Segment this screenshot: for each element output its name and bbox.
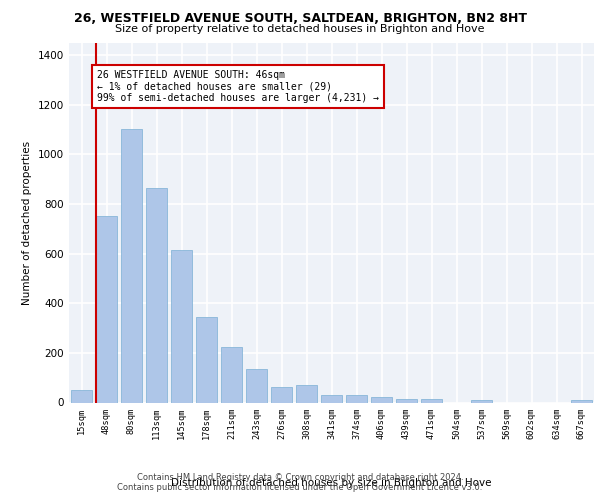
Bar bbox=[371, 397, 392, 402]
Bar bbox=[296, 385, 317, 402]
Bar bbox=[71, 390, 92, 402]
Bar bbox=[396, 399, 417, 402]
Bar bbox=[346, 395, 367, 402]
Bar bbox=[96, 216, 117, 402]
Text: Size of property relative to detached houses in Brighton and Hove: Size of property relative to detached ho… bbox=[115, 24, 485, 34]
Bar bbox=[421, 399, 442, 402]
Bar bbox=[146, 188, 167, 402]
Bar bbox=[571, 400, 592, 402]
Bar bbox=[221, 346, 242, 403]
Bar bbox=[121, 130, 142, 402]
Bar bbox=[321, 395, 342, 402]
Bar bbox=[471, 400, 492, 402]
Bar bbox=[246, 369, 267, 402]
Bar bbox=[171, 250, 192, 402]
Bar bbox=[271, 387, 292, 402]
Y-axis label: Number of detached properties: Number of detached properties bbox=[22, 140, 32, 304]
Text: Contains HM Land Registry data © Crown copyright and database right 2024.: Contains HM Land Registry data © Crown c… bbox=[137, 472, 463, 482]
Text: Contains public sector information licensed under the Open Government Licence v3: Contains public sector information licen… bbox=[118, 484, 482, 492]
Bar bbox=[196, 317, 217, 402]
Text: 26, WESTFIELD AVENUE SOUTH, SALTDEAN, BRIGHTON, BN2 8HT: 26, WESTFIELD AVENUE SOUTH, SALTDEAN, BR… bbox=[74, 12, 527, 26]
X-axis label: Distribution of detached houses by size in Brighton and Hove: Distribution of detached houses by size … bbox=[171, 478, 492, 488]
Text: 26 WESTFIELD AVENUE SOUTH: 46sqm
← 1% of detached houses are smaller (29)
99% of: 26 WESTFIELD AVENUE SOUTH: 46sqm ← 1% of… bbox=[97, 70, 379, 103]
